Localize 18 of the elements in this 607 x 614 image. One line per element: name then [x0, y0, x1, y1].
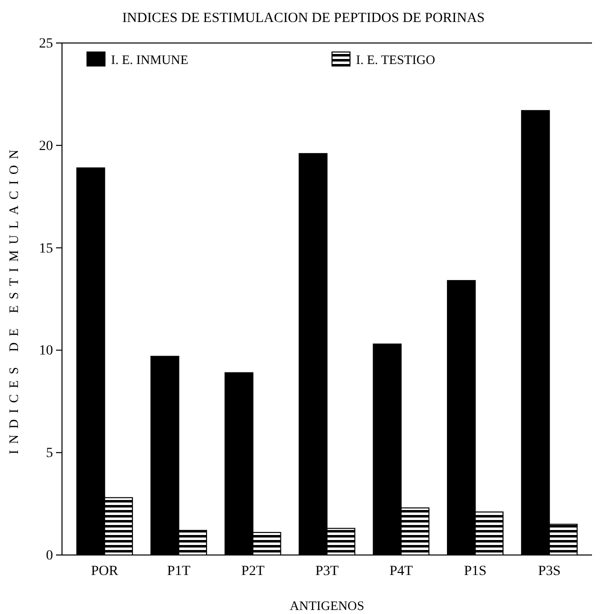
- y-axis-title: INDICES DE ESTIMULACION: [6, 144, 21, 454]
- x-tick-label: POR: [91, 564, 119, 579]
- x-tick-label: P4T: [389, 564, 414, 579]
- chart-title: INDICES DE ESTIMULACION DE PEPTIDOS DE PORINAS: [122, 11, 485, 26]
- x-tick-label: P3T: [315, 564, 340, 579]
- x-tick-label: P1S: [464, 564, 487, 579]
- y-tick-label: 10: [39, 344, 53, 359]
- x-tick-label: P2T: [241, 564, 265, 579]
- x-axis-title: ANTIGENOS: [290, 598, 364, 613]
- y-tick-label: 20: [39, 138, 53, 154]
- x-tick-label: P1T: [167, 564, 191, 579]
- y-tick-label: 25: [39, 36, 53, 52]
- x-tick-label: P3S: [538, 564, 561, 579]
- y-tick-label: 0: [46, 548, 53, 564]
- legend-label: I. E. TESTIGO: [356, 52, 436, 67]
- y-tick-label: 5: [46, 446, 53, 462]
- legend-label: I. E. INMUNE: [111, 52, 188, 67]
- y-tick-label: 15: [39, 241, 53, 256]
